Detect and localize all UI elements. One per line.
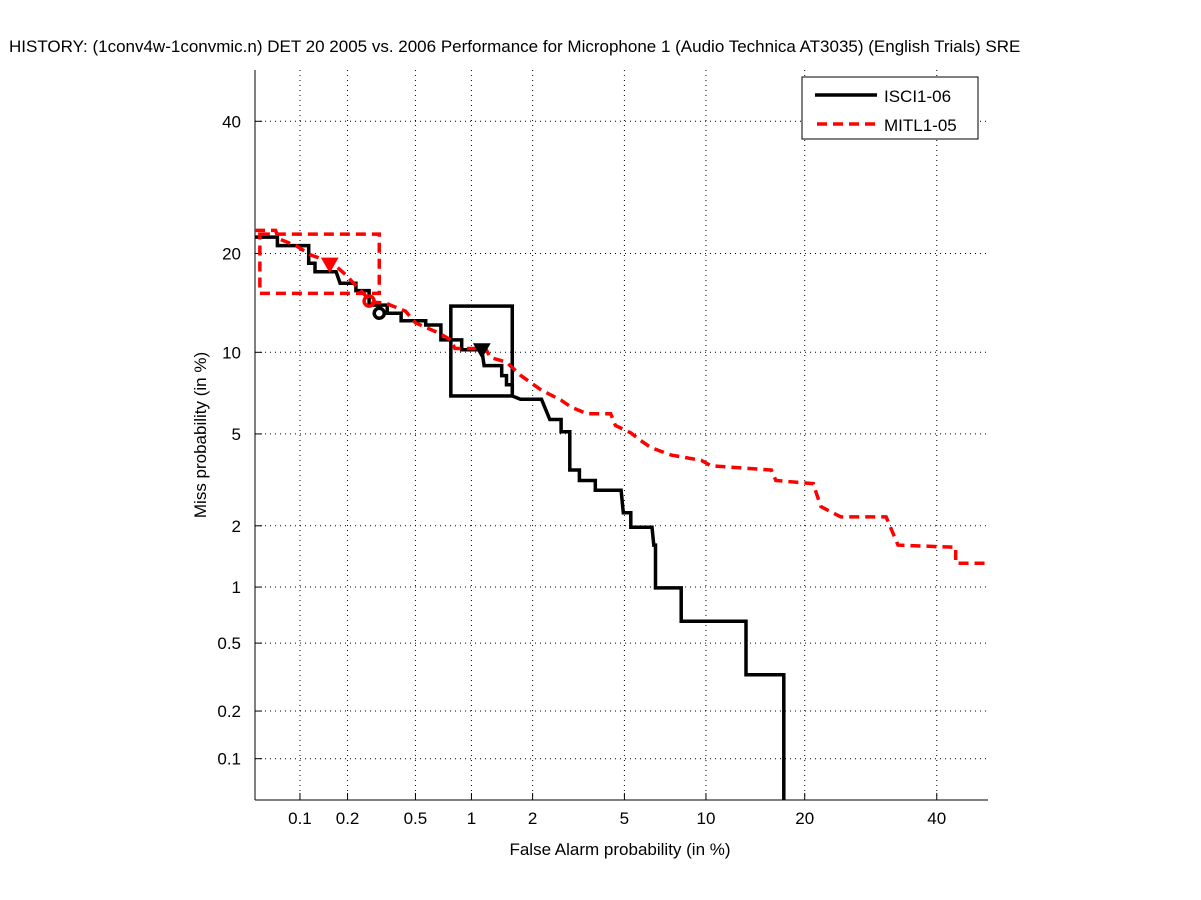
y-tick-label: 40 xyxy=(222,112,241,131)
y-tick-label: 0.1 xyxy=(217,750,241,769)
y-ticks: 0.1 0.2 0.5 1 2 5 10 20 40 xyxy=(217,112,262,769)
grid xyxy=(255,70,988,800)
legend: ISCI1-06 MITL1-05 xyxy=(801,76,979,140)
marker-circle-mitl1-05 xyxy=(362,294,376,308)
marker-triangle-isci1-06 xyxy=(472,343,491,359)
x-tick-label: 20 xyxy=(795,809,814,828)
x-tick-label: 10 xyxy=(696,809,715,828)
y-tick-label: 2 xyxy=(232,517,241,536)
y-tick-label: 20 xyxy=(222,244,241,263)
legend-label-isci1-06: ISCI1-06 xyxy=(884,87,951,106)
y-tick-label: 5 xyxy=(232,425,241,444)
box-mitl1-05 xyxy=(258,232,381,296)
x-tick-label: 1 xyxy=(467,809,476,828)
x-axis-label: False Alarm probability (in %) xyxy=(509,840,730,859)
y-tick-label: 10 xyxy=(222,343,241,362)
x-tick-label: 40 xyxy=(927,809,946,828)
series-line-mitl1-05 xyxy=(255,228,988,565)
marker-circle-isci1-06 xyxy=(372,306,386,320)
x-tick-label: 2 xyxy=(528,809,537,828)
legend-box xyxy=(801,76,979,140)
marker-triangle-mitl1-05 xyxy=(320,257,339,274)
x-tick-label: 0.5 xyxy=(404,809,428,828)
y-axis-label: Miss probability (in %) xyxy=(191,352,210,518)
y-tick-label: 0.2 xyxy=(217,702,241,721)
axes xyxy=(254,70,988,801)
y-tick-label: 0.5 xyxy=(217,634,241,653)
x-tick-label: 5 xyxy=(620,809,629,828)
y-tick-label: 1 xyxy=(232,578,241,597)
x-tick-label: 0.2 xyxy=(336,809,360,828)
plot-content xyxy=(255,228,988,800)
x-tick-label: 0.1 xyxy=(288,809,312,828)
legend-label-mitl1-05: MITL1-05 xyxy=(884,116,957,135)
chart-title: HISTORY: (1conv4w-1convmic.n) DET 20 200… xyxy=(9,37,1020,56)
box-isci1-06 xyxy=(449,304,515,398)
x-ticks: 0.1 0.2 0.5 1 2 5 10 20 40 xyxy=(288,793,946,828)
